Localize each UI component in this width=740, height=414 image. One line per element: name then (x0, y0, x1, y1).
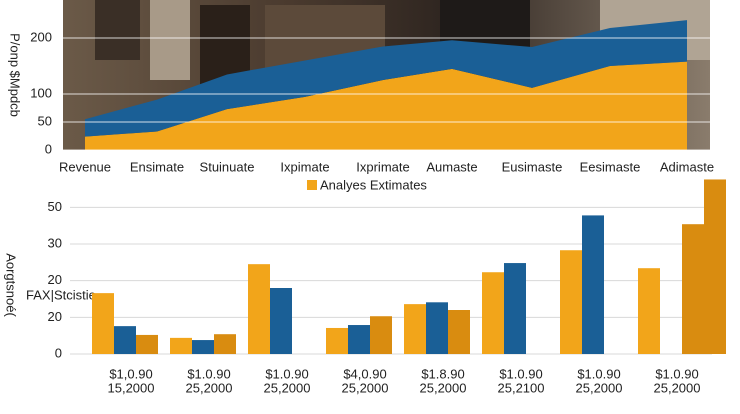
bar (638, 268, 660, 354)
x-tick-sublabel: 15,2000 (108, 380, 155, 395)
x-tick-sublabel: 25,2000 (186, 380, 233, 395)
x-tick-label: Aumaste (426, 159, 477, 174)
bar (270, 288, 292, 354)
area (85, 61, 687, 150)
bar (214, 334, 236, 354)
bar (560, 250, 582, 354)
legend-swatch (307, 180, 317, 190)
y-tick-label: 0 (55, 345, 62, 360)
area (85, 20, 687, 137)
x-tick-label: Ensimate (130, 159, 184, 174)
x-tick-label: $1.0.90 (655, 366, 698, 381)
x-tick-label: Stuinuate (200, 159, 255, 174)
x-tick-label: Eusimaste (502, 159, 563, 174)
x-tick-sublabel: 25,2000 (264, 380, 311, 395)
y-tick-label: 200 (30, 29, 52, 44)
y-tick-label: 100 (30, 85, 52, 100)
y-axis-title: Aorgtsnoé( (4, 253, 19, 317)
x-tick-sublabel: 25,2100 (498, 380, 545, 395)
x-tick-label: $1.0.90 (187, 366, 230, 381)
bar (114, 326, 136, 354)
bar (704, 179, 726, 354)
bar (504, 263, 526, 354)
y-tick-label: 20 (48, 272, 62, 287)
x-tick-label: Ixpimate (280, 159, 329, 174)
x-tick-sublabel: 25,2000 (654, 380, 701, 395)
y-tick-label: 20 (48, 309, 62, 324)
bar (170, 337, 192, 354)
x-tick-label: Revenue (59, 159, 111, 174)
x-tick-label: $1.8.90 (421, 366, 464, 381)
x-tick-label: $1,0.90 (109, 366, 152, 381)
y-axis-subtitle: FAX|Stcistie (26, 287, 96, 302)
x-tick-label: $1.0.90 (499, 366, 542, 381)
x-tick-label: Eesimaste (580, 159, 641, 174)
x-tick-label: $4,0.90 (343, 366, 386, 381)
bar (482, 272, 504, 354)
x-tick-label: Ixprimate (356, 159, 409, 174)
bar (370, 316, 392, 354)
bar (404, 304, 426, 354)
bar (192, 340, 214, 354)
bar (326, 327, 348, 354)
bar (426, 302, 448, 354)
y-axis-title: P/onp $Mpdcb (8, 33, 23, 117)
x-tick-sublabel: 25,2000 (576, 380, 623, 395)
bar (92, 293, 114, 354)
y-tick-label: 0 (45, 141, 52, 156)
bar (682, 224, 704, 354)
y-tick-label: 30 (48, 235, 62, 250)
bar (136, 334, 158, 354)
bar (448, 310, 470, 354)
bar (248, 264, 270, 354)
x-tick-label: $1.0.90 (265, 366, 308, 381)
y-tick-label: 50 (38, 113, 52, 128)
bar (348, 325, 370, 354)
x-tick-label: Adimaste (660, 159, 714, 174)
y-tick-label: 50 (48, 199, 62, 214)
x-tick-sublabel: 25,2000 (342, 380, 389, 395)
x-tick-label: $1.0.90 (577, 366, 620, 381)
bar (582, 215, 604, 354)
legend-label: Analyes Extimates (320, 177, 427, 192)
x-tick-sublabel: 25,2000 (420, 380, 467, 395)
